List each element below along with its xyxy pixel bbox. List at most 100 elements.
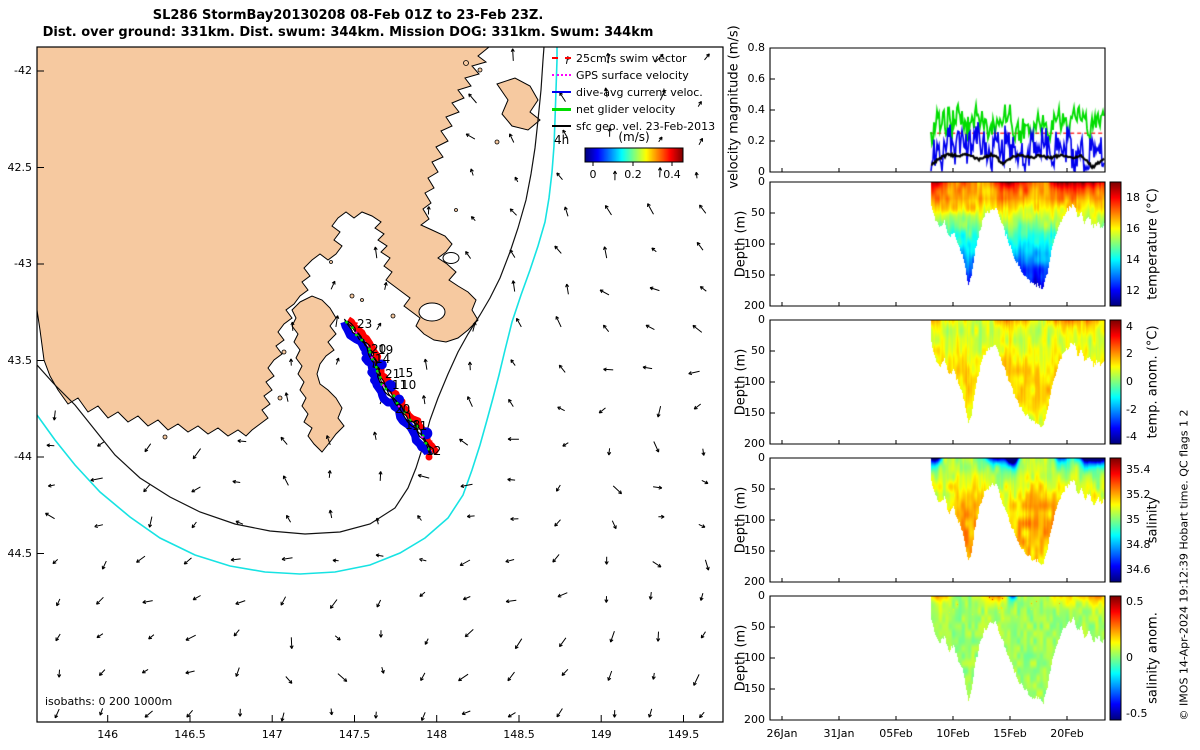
time-x-tick-label: 15Feb	[993, 727, 1027, 740]
legend-marker-dotted-icon	[552, 74, 571, 76]
velocity-chart-canvas	[770, 48, 1105, 172]
depth-y-tick-label: 50	[751, 344, 765, 357]
imos-watermark: © IMOS 14-Apr-2024 19:12:39 Hobart time.…	[1177, 409, 1191, 721]
colorbar-tick-label: 0.5	[1126, 594, 1144, 608]
net-glider-velocity-dot	[354, 333, 358, 337]
legend-marker-solid-icon	[552, 91, 571, 93]
islet	[277, 395, 283, 401]
islet	[454, 208, 458, 212]
net-glider-velocity-dot	[375, 369, 379, 373]
swim-vector	[380, 380, 389, 385]
map-velocity-colorbar	[585, 148, 683, 162]
colorbar-tick-label: 14	[1126, 252, 1140, 266]
colorbar-tick-label: 35.4	[1126, 463, 1151, 477]
net-glider-velocity-dot	[368, 350, 372, 354]
swim-vector	[357, 329, 363, 332]
salinity-anomaly-colorbar	[1110, 596, 1121, 720]
dive-avg-current-blob	[420, 427, 433, 440]
swim-vector	[428, 447, 437, 451]
depth-y-tick-label: 0	[758, 451, 765, 464]
legend-item: 25cm/s swim vector	[552, 50, 687, 66]
colorbar-tick-label: 35.2	[1126, 488, 1151, 502]
temperature-colorbar	[1110, 182, 1121, 306]
map-y-tick-label: 43.5	[7, 353, 33, 367]
map-y-tick-label: -43	[14, 257, 32, 270]
depth-axis-label-3: Depth (m)	[733, 486, 749, 554]
map-y-tick-label: 44.5	[7, 546, 33, 560]
net-glider-velocity-dot	[424, 441, 428, 445]
dive-avg-current-band	[340, 320, 432, 457]
track-day-label: 20	[371, 342, 387, 356]
net-glider-velocity-dot	[421, 434, 425, 438]
velocity-y-tick-label: 0.4	[747, 103, 766, 116]
colorbar-tick-label: 0	[1126, 651, 1133, 664]
net-glider-velocity-dot	[415, 424, 419, 428]
depth-y-tick-label: 0	[758, 175, 765, 188]
swim-vector	[370, 350, 377, 353]
depth-y-tick-label: 100	[744, 375, 765, 388]
salinity-anomaly-colorbar-title: salinity anom.	[1145, 612, 1161, 704]
depth-y-tick-label: 150	[744, 268, 765, 281]
map-x-tick-label: 148.5	[503, 728, 535, 741]
colorbar-tick-label: -0.5	[1126, 707, 1148, 721]
track-day-label: 11	[392, 378, 408, 392]
track-day-label: 10	[401, 378, 417, 392]
tasmania-landmass	[36, 46, 491, 437]
legend-marker-thick-icon	[552, 107, 571, 111]
temp-anomaly-colorbar	[1110, 320, 1121, 444]
legend-item-label: GPS surface velocity	[576, 68, 689, 82]
net-glider-velocity-dot	[374, 365, 378, 369]
islet	[329, 260, 333, 264]
gps-surface-velocity-dot	[370, 356, 373, 359]
net-glider-velocity-dot	[408, 418, 412, 422]
colorbar-tick-label: 34.8	[1126, 537, 1151, 551]
dive-avg-current-blob	[376, 359, 387, 370]
track-day-label: 18	[405, 418, 421, 432]
depth-y-tick-label: 150	[744, 406, 765, 419]
depth-y-tick-label: 0	[758, 589, 765, 602]
depth-y-tick-label: 100	[744, 513, 765, 526]
swim-vector	[371, 355, 380, 358]
map-y-tick-label: 42.5	[7, 160, 33, 174]
depth-y-tick-label: 100	[744, 237, 765, 250]
islet	[494, 139, 500, 145]
map-x-tick-label: 147.5	[338, 728, 371, 741]
depth-y-tick-label: 200	[744, 437, 765, 450]
temperature-section-canvas	[770, 182, 1105, 306]
swim-vector-band	[346, 316, 439, 456]
legend-marker-dashed-icon	[552, 57, 571, 59]
depth-axis-label-2: Depth (m)	[733, 348, 749, 416]
isobath-1000m	[36, 47, 558, 575]
map-colorbar-tick-label: 0.4	[663, 168, 681, 181]
track-day-label: 14	[375, 352, 391, 366]
temperature-colorbar-title: temperature (°C)	[1145, 188, 1161, 300]
temp-anomaly-section-canvas	[770, 320, 1105, 444]
temp-anomaly-colorbar-title: temp. anom. (°C)	[1145, 325, 1161, 439]
time-x-tick-label: 20Feb	[1050, 727, 1084, 740]
swim-vector	[395, 398, 404, 401]
dive-avg-current-blob	[394, 394, 405, 405]
map-x-tick-label: 147	[261, 728, 283, 741]
colorbar-tick-label: 4	[1126, 319, 1133, 333]
track-day-label: 20	[395, 402, 411, 416]
depth-y-tick-label: 50	[751, 482, 765, 495]
figure-title-line2: Dist. over ground: 331km. Dist. swum: 34…	[42, 25, 654, 40]
blackman-bay	[442, 252, 460, 264]
legend-item-label: 25cm/s swim vector	[576, 51, 687, 65]
velocity-y-tick-label: 0.8	[747, 41, 766, 54]
gps-surface-velocity-dot	[421, 435, 424, 439]
colorbar-tick-label: 16	[1126, 221, 1140, 235]
depth-y-tick-label: 200	[744, 299, 765, 312]
net-glider-velocity-dot	[427, 447, 431, 451]
colorbar-tick-label: 0	[1126, 375, 1133, 388]
time-x-tick-label: 10Feb	[936, 727, 970, 740]
isobaths-label: isobaths: 0 200 1000m	[45, 695, 173, 708]
glider-track-line	[343, 318, 434, 454]
map-x-tick-label: 146	[97, 728, 119, 741]
swim-vector	[362, 336, 370, 340]
colorbar-tick-label: -4	[1126, 430, 1137, 444]
map-tick-marks	[37, 70, 684, 722]
islet	[281, 349, 287, 355]
islet	[360, 298, 364, 302]
